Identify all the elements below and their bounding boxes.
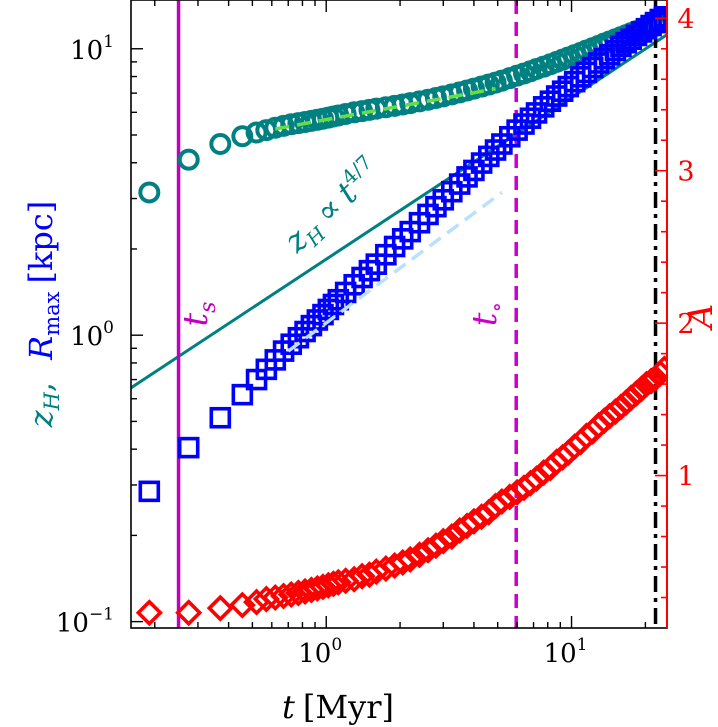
a-point	[650, 355, 667, 383]
x-axis-title: t [Myr]	[282, 688, 394, 726]
rmax-point	[138, 480, 161, 503]
y2-tick-label: 4	[677, 4, 694, 35]
fit-line-r-max	[287, 191, 503, 353]
fit-lines	[274, 87, 503, 353]
zh-point	[138, 181, 161, 204]
a-point	[277, 580, 305, 609]
a-point	[319, 570, 347, 598]
rmax-point	[358, 259, 381, 282]
rmax-point	[322, 293, 345, 316]
zh-point	[177, 148, 200, 171]
a-point	[429, 527, 457, 555]
rmax-point	[231, 383, 254, 406]
a-point	[422, 532, 450, 560]
a-point	[396, 545, 424, 573]
zh-point	[231, 125, 254, 148]
tick-labels: 100 101 10−1 100 101 1 2 3 4	[56, 4, 695, 669]
zh-point	[209, 133, 232, 156]
rmax-point	[513, 113, 535, 135]
y-tick-label: 10−1	[56, 605, 114, 639]
rmax-point	[649, 8, 667, 31]
y-tick-label: 101	[70, 32, 114, 66]
y2-tick-label: 1	[677, 462, 694, 493]
y2-tick-label: 3	[677, 157, 694, 188]
rmax-point	[209, 406, 232, 429]
rmax-point	[484, 139, 507, 161]
rmax-point	[456, 166, 478, 188]
a-point	[468, 503, 496, 531]
a-point	[405, 541, 434, 569]
a-point	[348, 562, 376, 590]
x-tick-label: 100	[298, 635, 342, 669]
rmax-point	[177, 436, 200, 459]
y-tick-label: 100	[70, 318, 114, 352]
a-point	[438, 522, 466, 551]
a-point	[175, 599, 203, 627]
rmax-point	[470, 152, 493, 174]
rmax-point	[653, 6, 667, 28]
fit-line-z-h	[274, 87, 496, 131]
rmax-point	[478, 145, 500, 168]
ts-label: ts	[176, 302, 221, 327]
rmax-point	[519, 107, 542, 130]
rmax-point	[525, 102, 548, 124]
rmax-point	[532, 96, 555, 118]
y2-axis-title: A	[681, 304, 718, 332]
vertical-lines	[176, 0, 658, 628]
plot-background	[131, 0, 667, 628]
a-point	[270, 582, 298, 610]
a-point	[206, 594, 234, 622]
rmax-point	[506, 119, 528, 141]
y2-tick-label: 2	[677, 309, 694, 340]
a-point	[135, 599, 163, 627]
a-point	[228, 591, 256, 619]
y-axis-title: zH,Rmax[kpc]	[22, 201, 64, 429]
x-tick-label: 101	[544, 635, 588, 669]
to-label: t∘	[465, 302, 510, 326]
